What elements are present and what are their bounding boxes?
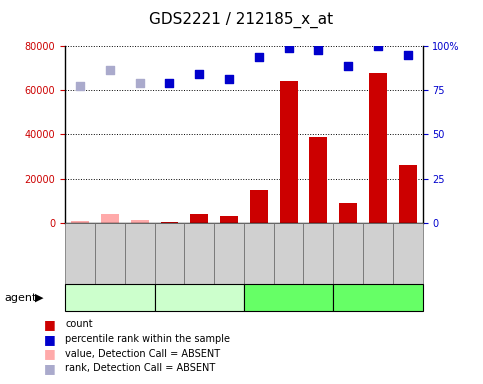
Text: GSM112541: GSM112541 — [254, 224, 264, 283]
Text: vehicle: vehicle — [182, 293, 217, 303]
Bar — [131, 220, 149, 223]
Text: percentile rank within the sample: percentile rank within the sample — [65, 334, 230, 344]
Text: untreated: untreated — [86, 293, 134, 303]
Text: ▶: ▶ — [35, 293, 43, 303]
Text: ■: ■ — [43, 347, 55, 360]
Point — [285, 45, 293, 51]
Text: GSM112670: GSM112670 — [224, 224, 234, 283]
Text: GSM112540: GSM112540 — [135, 224, 145, 283]
Text: agent: agent — [5, 293, 37, 303]
Text: rank, Detection Call = ABSENT: rank, Detection Call = ABSENT — [65, 363, 215, 373]
Bar — [310, 137, 327, 223]
Text: GSM112490: GSM112490 — [75, 224, 85, 283]
Text: lipopolysaccharide: lipopolysaccharide — [332, 293, 424, 303]
Text: value, Detection Call = ABSENT: value, Detection Call = ABSENT — [65, 349, 220, 359]
Point — [196, 71, 203, 78]
Text: GSM112669: GSM112669 — [194, 224, 204, 283]
Point — [344, 63, 352, 69]
Text: GSM112661: GSM112661 — [284, 224, 294, 283]
Bar — [220, 216, 238, 223]
Text: ■: ■ — [43, 318, 55, 331]
Text: GSM112665: GSM112665 — [343, 224, 353, 283]
Point — [225, 76, 233, 82]
Text: GDS2221 / 212185_x_at: GDS2221 / 212185_x_at — [149, 12, 334, 28]
Text: GSM112666: GSM112666 — [373, 224, 383, 283]
Bar — [250, 190, 268, 223]
Point — [106, 67, 114, 73]
Point — [374, 43, 382, 49]
Bar — [399, 165, 417, 223]
Text: GSM112668: GSM112668 — [164, 224, 174, 283]
Text: GSM112667: GSM112667 — [403, 224, 413, 283]
Point — [166, 80, 173, 86]
Bar — [101, 214, 119, 223]
Bar — [71, 221, 89, 223]
Text: GSM112491: GSM112491 — [105, 224, 115, 283]
Text: ■: ■ — [43, 362, 55, 375]
Text: ■: ■ — [43, 333, 55, 346]
Point — [76, 83, 84, 89]
Bar — [339, 203, 357, 223]
Bar — [369, 73, 387, 223]
Bar — [190, 214, 208, 223]
Point — [404, 52, 412, 58]
Text: galectin-1: galectin-1 — [264, 293, 313, 303]
Point — [136, 80, 143, 86]
Text: GSM112664: GSM112664 — [313, 224, 324, 283]
Bar — [160, 222, 178, 223]
Bar — [280, 81, 298, 223]
Text: count: count — [65, 319, 93, 329]
Point — [314, 47, 322, 53]
Point — [255, 54, 263, 60]
